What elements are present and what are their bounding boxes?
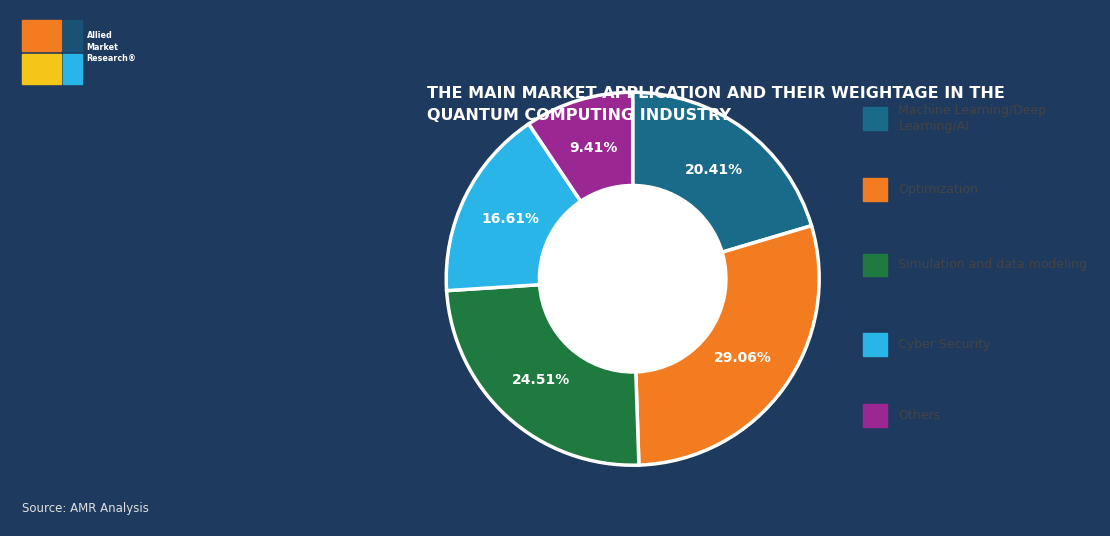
Text: Cyber Security: Cyber Security	[898, 338, 991, 351]
Text: Source: AMR Analysis: Source: AMR Analysis	[22, 502, 149, 515]
Text: Allied
Market
Research®: Allied Market Research®	[87, 32, 137, 63]
Text: Simulation and data modeling: Simulation and data modeling	[898, 258, 1088, 272]
Wedge shape	[633, 92, 811, 252]
Text: THE MAIN MARKET APPLICATION AND THEIR WEIGHTAGE IN THE
QUANTUM COMPUTING INDUSTR: THE MAIN MARKET APPLICATION AND THEIR WE…	[427, 86, 1006, 123]
Text: Optimization: Optimization	[898, 183, 978, 196]
Wedge shape	[528, 92, 633, 202]
Bar	[22, 54, 61, 84]
Text: 29.06%: 29.06%	[714, 351, 773, 366]
Bar	[63, 54, 82, 84]
Text: Others: Others	[898, 409, 940, 422]
Bar	[862, 404, 887, 427]
Text: 20.41%: 20.41%	[685, 162, 744, 177]
Bar	[862, 178, 887, 201]
Bar	[862, 254, 887, 277]
Bar	[63, 20, 82, 51]
Text: 16.61%: 16.61%	[482, 212, 539, 226]
Bar	[862, 333, 887, 356]
Text: 24.51%: 24.51%	[512, 373, 571, 386]
Wedge shape	[446, 124, 581, 291]
Circle shape	[539, 185, 726, 372]
Bar	[862, 107, 887, 130]
Bar	[22, 20, 61, 51]
Text: 9.41%: 9.41%	[568, 142, 617, 155]
Wedge shape	[636, 226, 819, 465]
Text: Machine Learning/Deep
Learning/AI: Machine Learning/Deep Learning/AI	[898, 104, 1047, 133]
Wedge shape	[446, 285, 639, 465]
